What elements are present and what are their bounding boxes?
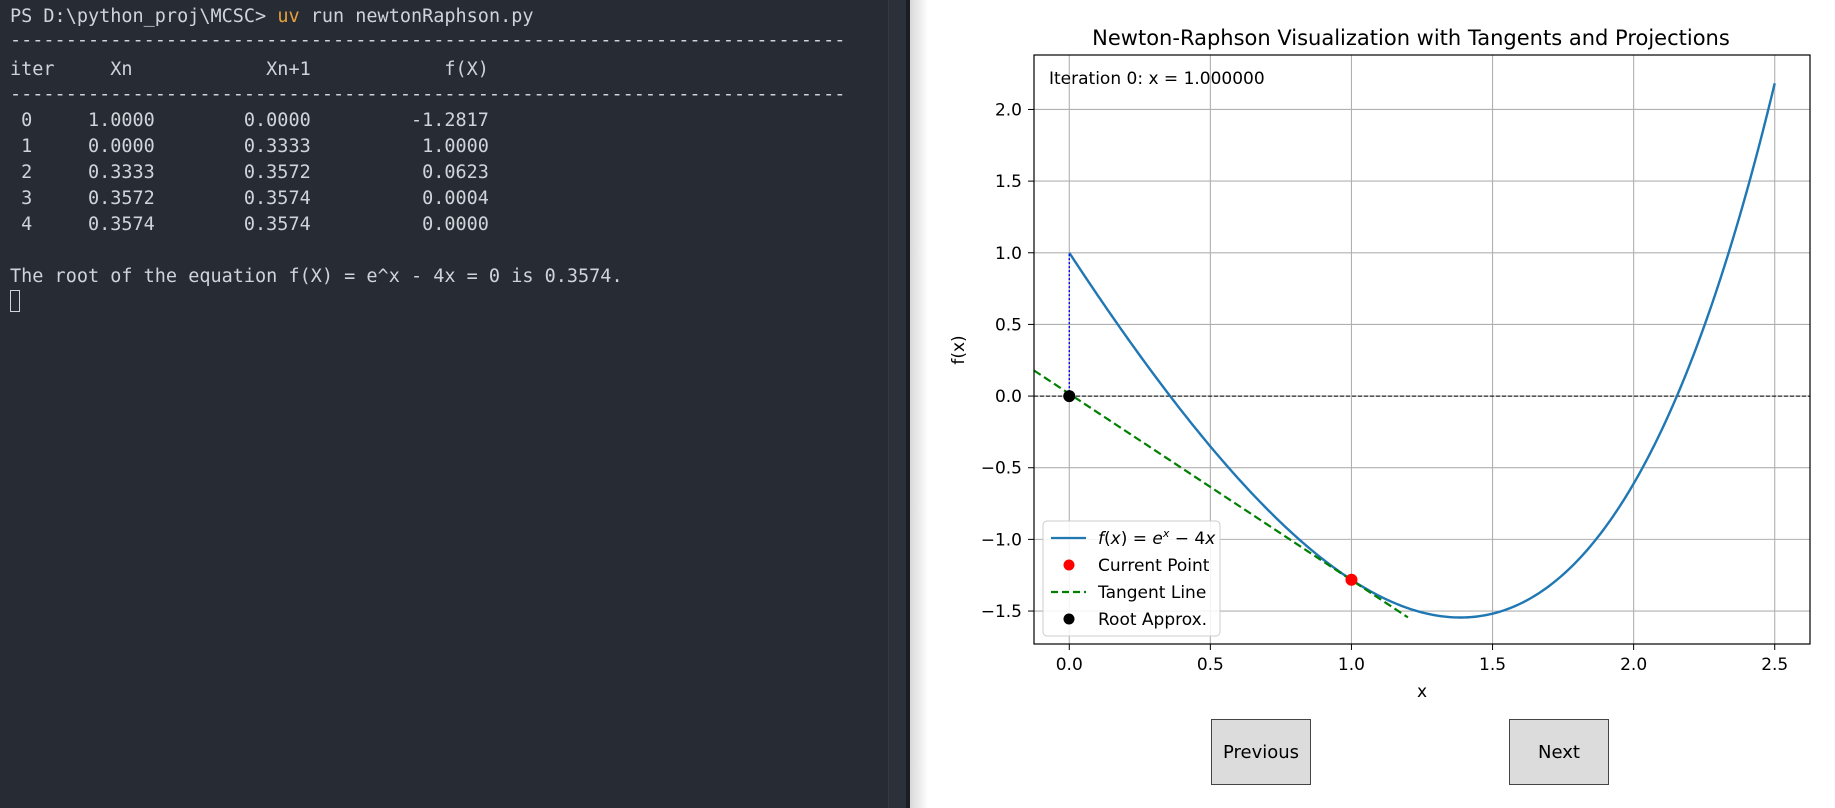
plot-window: Newton-Raphson Visualization with Tangen… (910, 0, 1835, 808)
legend-label-current-point: Current Point (1098, 556, 1210, 576)
window-shadow (910, 0, 928, 808)
tangent-line (1034, 369, 1409, 619)
x-tick-label: 1.5 (1479, 655, 1506, 675)
previous-button[interactable]: Previous (1211, 719, 1311, 785)
newton-raphson-chart: Newton-Raphson Visualization with Tangen… (949, 26, 1811, 702)
x-axis-label: x (1417, 682, 1427, 702)
y-tick-label: 0.5 (995, 315, 1022, 335)
y-tick-label: 0.0 (995, 387, 1022, 407)
terminal-prompt: PS D:\python_proj\MCSC> (10, 6, 278, 27)
axis-ticks: 0.0 0.5 1.0 1.5 2.0 2.5 −1.5 −1.0 −0.5 0.0 0.5 1.0 1… (981, 100, 1789, 675)
terminal-command-line: PS D:\python_proj\MCSC> uv run newtonRap… (10, 4, 534, 30)
x-tick-label: 2.5 (1761, 655, 1788, 675)
chart-title: Newton-Raphson Visualization with Tangen… (1092, 26, 1730, 50)
x-tick-label: 2.0 (1620, 655, 1647, 675)
plot-frame (1033, 54, 1811, 645)
table-separator-bottom: ----------------------------------------… (10, 84, 846, 105)
terminal-cursor[interactable] (10, 290, 20, 312)
y-tick-label: −0.5 (981, 459, 1022, 479)
table-row: 3 0.3572 0.3574 0.0004 (10, 188, 489, 209)
data-layer (1034, 83, 1810, 619)
x-tick-label: 0.0 (1056, 655, 1083, 675)
terminal-pane[interactable]: PS D:\python_proj\MCSC> uv run newtonRap… (0, 0, 910, 808)
table-row: 0 1.0000 0.0000 -1.2817 (10, 110, 489, 131)
current-point (1345, 573, 1358, 586)
x-tick-label: 0.5 (1197, 655, 1224, 675)
legend-current-point-swatch (1063, 559, 1075, 571)
function-curve (1068, 83, 1776, 619)
legend-label-root: Root Approx. (1098, 610, 1207, 630)
root-approx-point (1063, 390, 1076, 403)
table-header: iter Xn Xn+1 f(X) (10, 59, 489, 80)
legend-root-swatch (1063, 613, 1075, 625)
legend-box (1042, 520, 1221, 637)
y-axis-label: f(x) (949, 335, 969, 364)
table-row: 4 0.3574 0.3574 0.0000 (10, 214, 489, 235)
next-button[interactable]: Next (1509, 719, 1609, 785)
table-row: 1 0.0000 0.3333 1.0000 (10, 136, 489, 157)
window-divider (906, 0, 910, 808)
y-tick-label: 2.0 (995, 100, 1022, 120)
terminal-scrollbar[interactable] (888, 0, 907, 808)
x-tick-label: 1.0 (1338, 655, 1365, 675)
terminal-command-args: run newtonRaphson.py (299, 6, 534, 27)
y-tick-label: 1.5 (995, 172, 1022, 192)
legend-label-curve: f(x) = ex − 4x (1098, 527, 1216, 549)
legend-label-tangent: Tangent Line (1097, 583, 1206, 603)
table-separator-top: ----------------------------------------… (10, 30, 846, 51)
y-tick-label: −1.5 (981, 602, 1022, 622)
iteration-annotation: Iteration 0: x = 1.000000 (1049, 69, 1265, 89)
result-line: The root of the equation f(X) = e^x - 4x… (10, 266, 623, 287)
terminal-command-tool: uv (277, 6, 300, 27)
legend: f(x) = ex − 4x Current Point Tangent Lin… (1042, 520, 1221, 637)
table-row: 2 0.3333 0.3572 0.0623 (10, 162, 489, 183)
grid (1034, 55, 1810, 644)
y-tick-label: −1.0 (981, 530, 1022, 550)
y-tick-label: 1.0 (995, 244, 1022, 264)
